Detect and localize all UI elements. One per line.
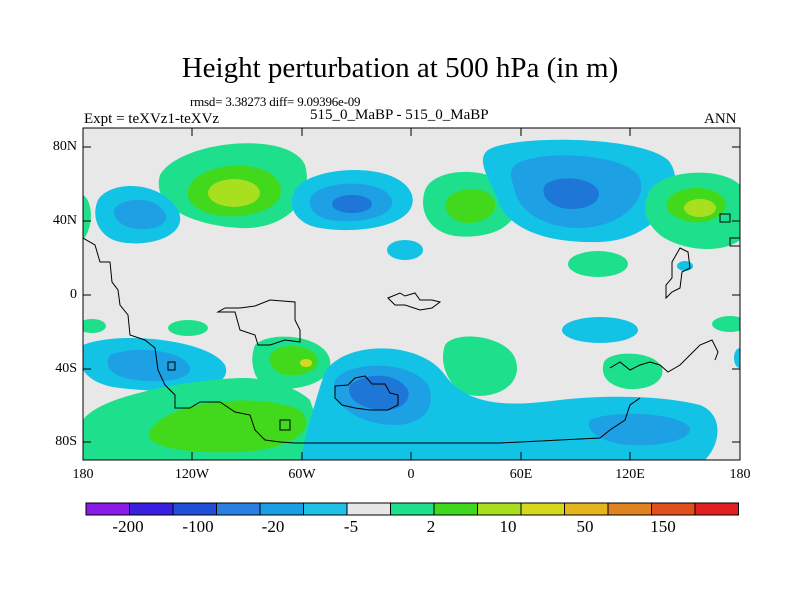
contour-south-lime-big — [148, 400, 307, 453]
season-label: ANN — [704, 111, 737, 127]
colorbar-box — [607, 502, 652, 516]
contour-north-blue-1 — [114, 199, 167, 230]
lat-ticks — [83, 146, 740, 443]
contour-east-edge-cyan — [734, 348, 740, 368]
colorbar-label: -5 — [343, 517, 359, 536]
stats-label: rmsd= 3.38273 diff= 9.09396e-09 — [190, 94, 361, 109]
colorbar-box — [651, 502, 696, 516]
coastline-small-isle-3 — [167, 361, 176, 371]
lon-ticks — [82, 128, 741, 460]
lat-label-80s: 80S — [55, 434, 77, 449]
contour-south-blue-1 — [107, 349, 191, 382]
colorbar-box — [694, 502, 739, 516]
contour-south-lime-1 — [269, 346, 319, 376]
lon-label-120e: 120E — [615, 467, 645, 482]
coastline-america — [83, 237, 641, 444]
contour-north-yellow-3 — [684, 199, 716, 217]
colorbar-box — [346, 502, 391, 516]
colorbar-label: 150 — [650, 517, 676, 536]
lon-label-180w: 180 — [72, 467, 94, 482]
colorbar-box — [433, 502, 478, 516]
coastline-australia — [609, 339, 719, 373]
contour-fields — [83, 139, 740, 460]
colorbar-label: -20 — [261, 517, 285, 536]
lon-label-0: 0 — [407, 467, 415, 482]
colorbar-box — [520, 502, 565, 516]
colorbar-box — [85, 502, 130, 516]
colorbar-label: -100 — [182, 517, 214, 536]
colorbar-box — [564, 502, 609, 516]
lat-label-80n: 80N — [52, 139, 77, 154]
coastline-africa — [387, 292, 442, 311]
colorbar-box — [216, 502, 261, 516]
lat-label-40n: 40N — [52, 213, 77, 228]
contour-north-lime-2 — [445, 189, 496, 224]
coastline-antarctic-island — [334, 375, 399, 411]
contour-north-deepblue-2 — [332, 195, 372, 213]
coastline-east-asia — [665, 247, 691, 300]
lat-label-40s: 40S — [55, 361, 77, 376]
colorbar-box — [129, 502, 174, 516]
colorbar-label: -200 — [112, 517, 144, 536]
lat-label-0: 0 — [70, 287, 77, 302]
colorbar-box — [259, 502, 304, 516]
coastline-small-isle-4 — [279, 419, 291, 431]
contour-west-edge-green — [83, 195, 91, 240]
experiment-label: Expt = teXVz1-teXVz — [84, 111, 220, 127]
colorbar-box — [477, 502, 522, 516]
coastline-south-block — [216, 299, 301, 346]
colorbar-label: 10 — [499, 517, 517, 536]
lon-label-60w: 60W — [288, 467, 316, 482]
contour-eq-green-2 — [168, 320, 208, 336]
contour-north-deepblue-3 — [543, 178, 599, 210]
contour-eq-cyan-1 — [387, 240, 423, 260]
colorbar — [85, 502, 739, 516]
contour-south-deepblue-big — [349, 375, 409, 411]
period-label: 515_0_MaBP - 515_0_MaBP — [310, 107, 489, 123]
colorbar-label: 50 — [576, 517, 594, 536]
coastline-small-isle-1 — [719, 213, 731, 223]
lon-label-180e: 180 — [729, 467, 751, 482]
lon-label-120w: 120W — [174, 467, 210, 482]
colorbar-box — [390, 502, 435, 516]
contour-south-blue-2 — [588, 413, 691, 446]
lon-label-60e: 60E — [509, 467, 533, 482]
contour-eq-green-4 — [712, 316, 740, 332]
contour-north-yellow-1 — [208, 179, 260, 207]
coastlines — [83, 213, 740, 444]
contour-eq-green-1 — [568, 251, 628, 277]
colorbar-label: 2 — [426, 517, 436, 536]
coastline-small-isle-2 — [729, 237, 740, 247]
contour-eq-cyan-2 — [677, 261, 693, 271]
contour-south-green-2 — [442, 336, 517, 396]
contour-south-yellow-1 — [300, 359, 312, 367]
contour-eq-cyan-3 — [562, 317, 638, 343]
colorbar-box — [172, 502, 217, 516]
contour-eq-green-3 — [83, 319, 106, 333]
colorbar-box — [303, 502, 348, 516]
map-title: Height perturbation at 500 hPa (in m) — [181, 52, 619, 84]
